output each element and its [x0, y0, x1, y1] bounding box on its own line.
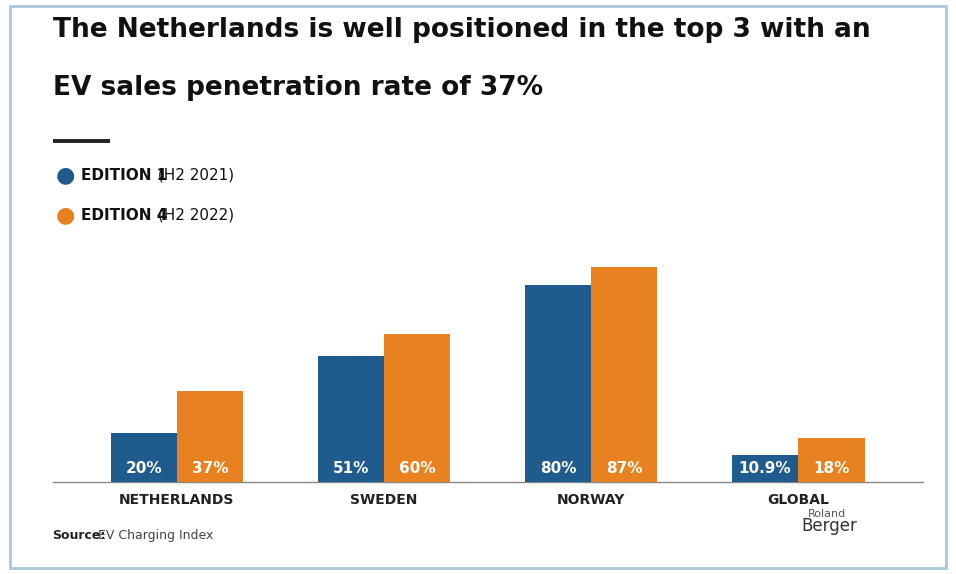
Bar: [317, 356, 384, 482]
Text: 10.9%: 10.9%: [739, 461, 792, 476]
Bar: [798, 438, 864, 482]
Bar: [111, 433, 177, 482]
Bar: [525, 285, 591, 482]
Text: 51%: 51%: [333, 461, 369, 476]
Bar: [384, 334, 450, 482]
Text: EDITION 4: EDITION 4: [81, 208, 167, 223]
Bar: [591, 267, 658, 482]
Text: Roland: Roland: [808, 510, 846, 519]
Text: 80%: 80%: [540, 461, 576, 476]
Text: (H2 2022): (H2 2022): [153, 208, 234, 223]
Bar: [177, 391, 243, 482]
Bar: [732, 455, 798, 482]
Text: ●: ●: [55, 165, 75, 185]
Text: The Netherlands is well positioned in the top 3 with an: The Netherlands is well positioned in th…: [53, 17, 870, 43]
Text: EDITION 1: EDITION 1: [81, 168, 167, 183]
Text: 87%: 87%: [606, 461, 642, 476]
Text: ●: ●: [55, 205, 75, 225]
Text: 37%: 37%: [192, 461, 228, 476]
Text: Berger: Berger: [801, 517, 857, 535]
Text: 20%: 20%: [125, 461, 162, 476]
Text: 60%: 60%: [399, 461, 435, 476]
Text: 18%: 18%: [814, 461, 850, 476]
Text: EV sales penetration rate of 37%: EV sales penetration rate of 37%: [53, 75, 543, 100]
Text: Source:: Source:: [53, 529, 106, 542]
Text: EV Charging Index: EV Charging Index: [94, 529, 213, 542]
Text: (H2 2021): (H2 2021): [153, 168, 234, 183]
